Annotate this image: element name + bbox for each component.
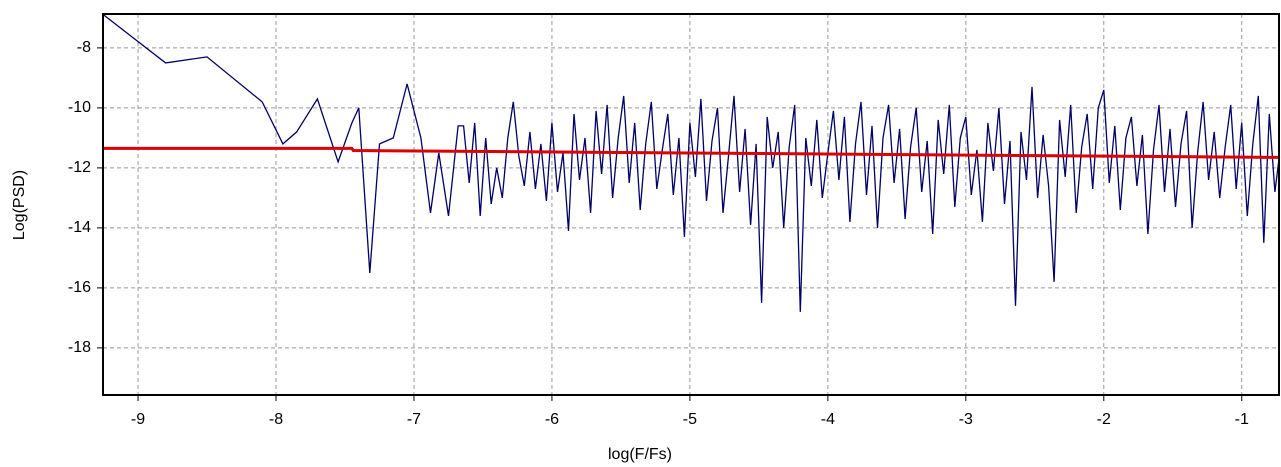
x-tick-label: -2 — [1097, 411, 1111, 428]
x-tick-label: -6 — [545, 411, 559, 428]
plot-frame — [102, 13, 1280, 396]
y-tick-label: -8 — [77, 39, 91, 56]
x-tick-label: -5 — [683, 411, 697, 428]
series-line — [103, 146, 1280, 159]
y-tick-label: -10 — [68, 99, 91, 116]
series-line — [103, 14, 1280, 312]
y-tick-label: -18 — [68, 339, 91, 356]
y-tick-label: -16 — [68, 279, 91, 296]
x-axis-title: log(F/Fs) — [608, 446, 672, 463]
x-tick-label: -8 — [269, 411, 283, 428]
x-tick-label: -1 — [1235, 411, 1249, 428]
x-tick-label: -4 — [821, 411, 835, 428]
x-tick-label: -9 — [131, 411, 145, 428]
y-tick-label: -14 — [68, 219, 91, 236]
y-axis-title: Log(PSD) — [11, 170, 28, 240]
x-tick-label: -7 — [407, 411, 421, 428]
y-tick-label: -12 — [68, 159, 91, 176]
x-tick-label: -3 — [959, 411, 973, 428]
